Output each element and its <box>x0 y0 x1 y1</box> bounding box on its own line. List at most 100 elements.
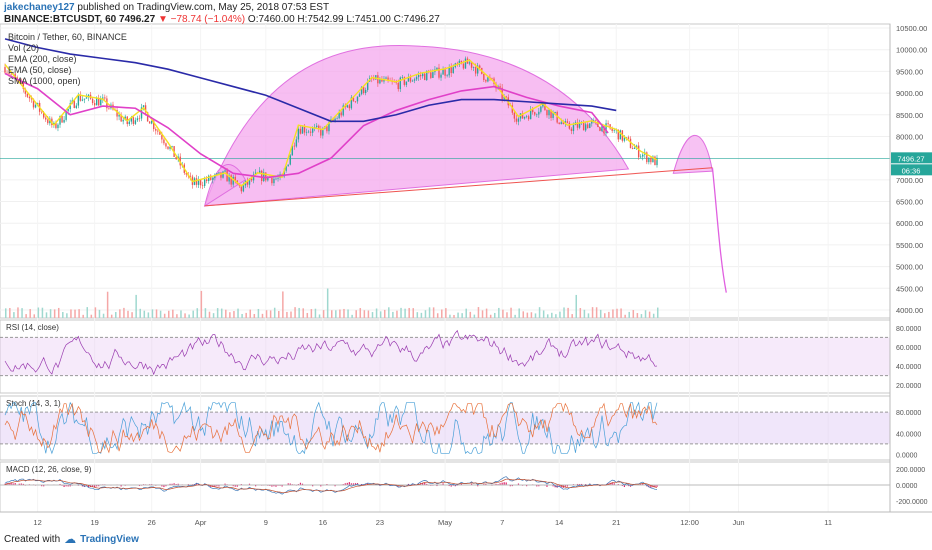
volume-bar <box>420 312 423 318</box>
volume-bar <box>106 291 109 318</box>
volume-bar <box>9 308 11 318</box>
candle-body <box>81 99 84 101</box>
candle-body <box>261 170 263 182</box>
macd-hist-bar <box>640 483 642 485</box>
candle-body <box>293 145 296 147</box>
price-axis-label: 6500.00 <box>896 198 923 207</box>
volume-bar <box>163 313 166 318</box>
volume-bar <box>172 309 174 318</box>
candle-body <box>417 75 420 78</box>
candle-body <box>587 124 589 129</box>
candle-body <box>450 66 452 74</box>
candle-body <box>342 105 344 116</box>
candle-body <box>128 121 130 125</box>
volume-bar <box>94 307 97 318</box>
candle-body <box>171 146 173 147</box>
volume-bar <box>371 312 374 318</box>
macd-hist-bar <box>212 485 214 488</box>
candle-body <box>356 96 359 102</box>
candle-body <box>556 111 558 123</box>
candle-body <box>582 122 585 131</box>
candle-body <box>540 106 542 112</box>
candle-body <box>144 105 147 113</box>
macd-hist-bar <box>59 483 61 485</box>
volume-bar <box>245 312 247 318</box>
candle-body <box>254 172 257 175</box>
countdown-badge-text: 06:36 <box>902 166 921 175</box>
candle-body <box>326 126 328 132</box>
candle-body <box>409 76 412 82</box>
macd-hist-bar <box>581 483 583 485</box>
candle-body <box>316 125 318 128</box>
volume-bar <box>416 312 419 318</box>
macd-hist-bar <box>234 485 236 487</box>
tradingview-brand[interactable]: TradingView <box>80 533 139 545</box>
macd-hist-bar <box>538 485 540 487</box>
volume-bar <box>335 310 337 318</box>
volume-bar <box>579 308 582 318</box>
candle-body <box>650 157 652 163</box>
candle-body <box>167 146 169 149</box>
volume-bar <box>514 314 516 318</box>
candle-body <box>283 170 285 177</box>
author-link[interactable]: jakechaney127 <box>4 2 75 13</box>
volume-bar <box>575 294 577 318</box>
candle-body <box>350 97 353 109</box>
candle-body <box>246 180 249 185</box>
volume-bar <box>604 313 606 318</box>
candle-body <box>477 65 479 74</box>
macd-hist-bar <box>656 485 658 487</box>
candle-body <box>637 145 640 158</box>
macd-hist-bar <box>255 485 257 487</box>
macd-hist-bar <box>138 485 141 487</box>
candle-body <box>635 145 638 148</box>
candle-body <box>142 105 145 108</box>
candle-body <box>201 185 204 186</box>
candle-body <box>640 156 642 158</box>
candle-body <box>440 74 442 78</box>
rsi-axis-label: 80.0000 <box>896 326 921 333</box>
candle-body <box>4 67 6 73</box>
candle-body <box>63 119 65 123</box>
candle-body <box>230 175 232 185</box>
macd-hist-bar <box>654 485 656 488</box>
candle-body <box>185 172 188 175</box>
candle-body <box>55 122 57 129</box>
candle-body <box>265 172 267 181</box>
candle-body <box>529 109 532 120</box>
volume-bar <box>400 307 402 318</box>
ohlc-low: L:7451.00 <box>346 14 391 25</box>
volume-bar <box>278 311 280 318</box>
candle-body <box>199 179 202 186</box>
candle-body <box>470 62 473 68</box>
rsi-line-0 <box>4 329 658 376</box>
candle-body <box>515 118 518 122</box>
volume-bar <box>379 311 382 318</box>
footer: Created with ☁ TradingView <box>4 532 139 546</box>
candle-body <box>340 112 342 116</box>
volume-bar <box>212 313 215 318</box>
macd-hist-bar <box>195 483 198 485</box>
volume-bar <box>286 311 288 318</box>
candle-body <box>426 70 428 81</box>
candle-body <box>309 131 312 133</box>
candle-body <box>222 171 224 178</box>
candle-body <box>148 121 151 124</box>
candle-body <box>14 73 16 78</box>
volume-bar <box>53 309 56 318</box>
candle-body <box>208 175 210 182</box>
macd-hist-bar <box>627 485 630 487</box>
candle-body <box>411 80 414 82</box>
volume-bar <box>290 311 292 318</box>
candle-body <box>354 101 357 102</box>
volume-bar <box>21 308 23 318</box>
macd-hist-bar <box>43 485 45 487</box>
volume-bar <box>477 307 480 318</box>
candle-body <box>43 112 45 118</box>
candle-body <box>377 75 379 84</box>
volume-bar <box>355 310 357 318</box>
macd-hist-bar <box>399 485 401 487</box>
volume-bar <box>62 312 64 318</box>
candle-body <box>627 137 630 139</box>
candle-body <box>291 145 293 156</box>
